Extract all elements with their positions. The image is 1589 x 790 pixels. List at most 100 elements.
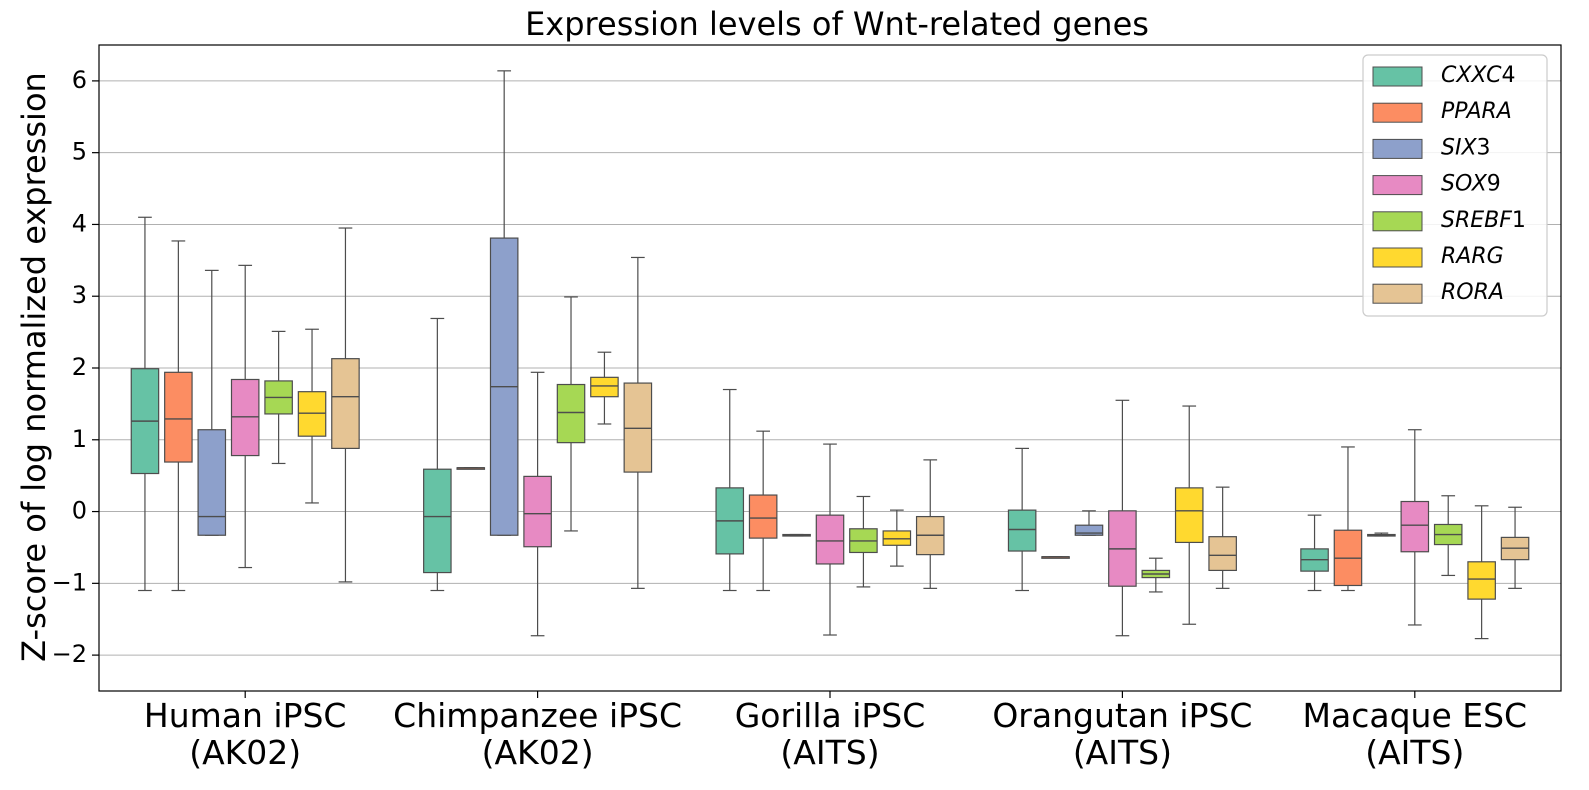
box-iqr	[1400, 500, 1430, 553]
box-sox9	[1400, 429, 1430, 626]
box-srebf1	[1141, 557, 1171, 593]
box-iqr	[523, 475, 552, 548]
box-iqr	[230, 378, 260, 457]
y-tick-label: 6	[72, 66, 87, 94]
chart-title: Expression levels of Wnt-related genes	[525, 5, 1149, 43]
y-axis: −2 −1 0 1 2 3 4 5 6	[52, 66, 99, 668]
x-tick-label-line1: Chimpanzee iPSC	[393, 696, 682, 735]
x-tick-label-line2: (AITS)	[1073, 733, 1172, 772]
box-srebf1	[556, 296, 586, 532]
box-ppara	[1333, 446, 1363, 592]
box-rora	[1208, 486, 1237, 589]
box-rora	[1500, 506, 1530, 589]
box-ppara	[164, 240, 193, 592]
legend-label-italic: RARG	[1441, 244, 1504, 269]
legend-swatch-rora	[1372, 283, 1423, 304]
box-rora	[623, 256, 653, 589]
legend-label-srebf1: SREBF1	[1441, 208, 1526, 233]
x-tick-label-line1: Orangutan iPSC	[992, 696, 1252, 735]
legend-label-italic: RORA	[1441, 280, 1504, 305]
y-tick-label: 2	[72, 353, 87, 381]
box-cxxc4	[130, 216, 160, 592]
legend-label-suffix: 3	[1477, 135, 1491, 160]
legend-label-italic: PPARA	[1441, 99, 1512, 124]
legend-swatch-sox9	[1372, 175, 1423, 196]
y-tick-label: 5	[72, 138, 87, 166]
box-iqr	[1174, 487, 1204, 544]
legend-label-suffix: 9	[1487, 172, 1501, 197]
legend-label-sox9: SOX9	[1441, 172, 1501, 197]
box-iqr	[1007, 509, 1037, 552]
box-iqr	[748, 494, 778, 539]
legend-label-suffix: 1	[1512, 208, 1526, 233]
box-six3	[489, 70, 519, 536]
box-groups	[130, 70, 1530, 640]
box-rarg	[1467, 505, 1496, 640]
box-ppara	[456, 467, 486, 470]
legend-label-suffix: 4	[1501, 63, 1515, 88]
box-rarg	[297, 328, 327, 504]
box-srebf1	[1433, 495, 1463, 577]
y-tick-label: −2	[52, 640, 87, 668]
box-sox9	[523, 371, 552, 637]
y-tick-label: 1	[72, 425, 87, 453]
box-iqr	[1074, 524, 1104, 536]
box-six3	[1367, 532, 1396, 537]
box-iqr	[882, 530, 912, 546]
box-iqr	[297, 391, 327, 437]
box-iqr	[623, 382, 653, 473]
box-iqr	[423, 468, 452, 574]
box-cxxc4	[423, 317, 452, 592]
y-tick-label: 4	[72, 209, 87, 237]
x-tick-label-line1: Gorilla iPSC	[735, 696, 926, 735]
box-six3	[197, 269, 227, 536]
box-iqr	[590, 376, 619, 398]
box-rora	[331, 227, 360, 583]
legend: CXXC4 PPARA SIX3 SOX9 SREBF1 RARG RORA	[1362, 54, 1548, 317]
box-iqr	[556, 383, 586, 444]
legend-swatch-six3	[1372, 138, 1423, 159]
box-iqr	[1467, 561, 1496, 600]
y-tick-label: 3	[72, 281, 87, 309]
x-tick-label-line2: (AITS)	[1365, 733, 1464, 772]
box-srebf1	[849, 495, 878, 588]
box-cxxc4	[1007, 447, 1037, 592]
legend-label-rarg: RARG	[1441, 244, 1504, 269]
legend-label-italic: SOX	[1441, 172, 1488, 197]
box-ppara	[748, 430, 778, 592]
legend-label-italic: SIX	[1441, 135, 1477, 160]
x-tick-label-line2: (AK02)	[189, 733, 301, 772]
box-iqr	[331, 358, 360, 449]
box-iqr	[164, 371, 193, 463]
legend-swatch-ppara	[1372, 102, 1423, 123]
box-sox9	[1108, 399, 1137, 637]
box-iqr	[197, 429, 227, 536]
legend-label-six3: SIX3	[1441, 135, 1491, 160]
legend-swatch-rarg	[1372, 247, 1423, 268]
legend-label-italic: SREBF	[1441, 208, 1512, 233]
legend-label-italic: CXXC	[1441, 63, 1502, 88]
x-tick-label-line1: Macaque ESC	[1303, 696, 1528, 735]
box-sox9	[815, 443, 845, 636]
box-six3	[1074, 510, 1104, 536]
box-ppara	[1041, 556, 1070, 559]
box-iqr	[815, 514, 845, 565]
box-cxxc4	[1300, 514, 1329, 592]
box-rarg	[1174, 405, 1204, 625]
x-tick-label-line2: (AITS)	[780, 733, 879, 772]
box-rarg	[882, 509, 912, 567]
box-sox9	[230, 264, 260, 569]
box-srebf1	[264, 330, 293, 465]
y-tick-label: 0	[72, 497, 87, 525]
box-rarg	[590, 351, 619, 425]
legend-swatch-srebf1	[1372, 211, 1423, 232]
box-cxxc4	[715, 388, 745, 592]
legend-label-cxxc4: CXXC4	[1441, 63, 1515, 88]
x-tick-label-line2: (AK02)	[482, 733, 594, 772]
x-axis: Human iPSC(AK02)Chimpanzee iPSC(AK02)Gor…	[144, 691, 1527, 772]
box-iqr	[1208, 536, 1237, 572]
x-tick-label-line1: Human iPSC	[144, 696, 347, 735]
legend-swatch-cxxc4	[1372, 66, 1423, 87]
legend-label-ppara: PPARA	[1441, 99, 1512, 124]
